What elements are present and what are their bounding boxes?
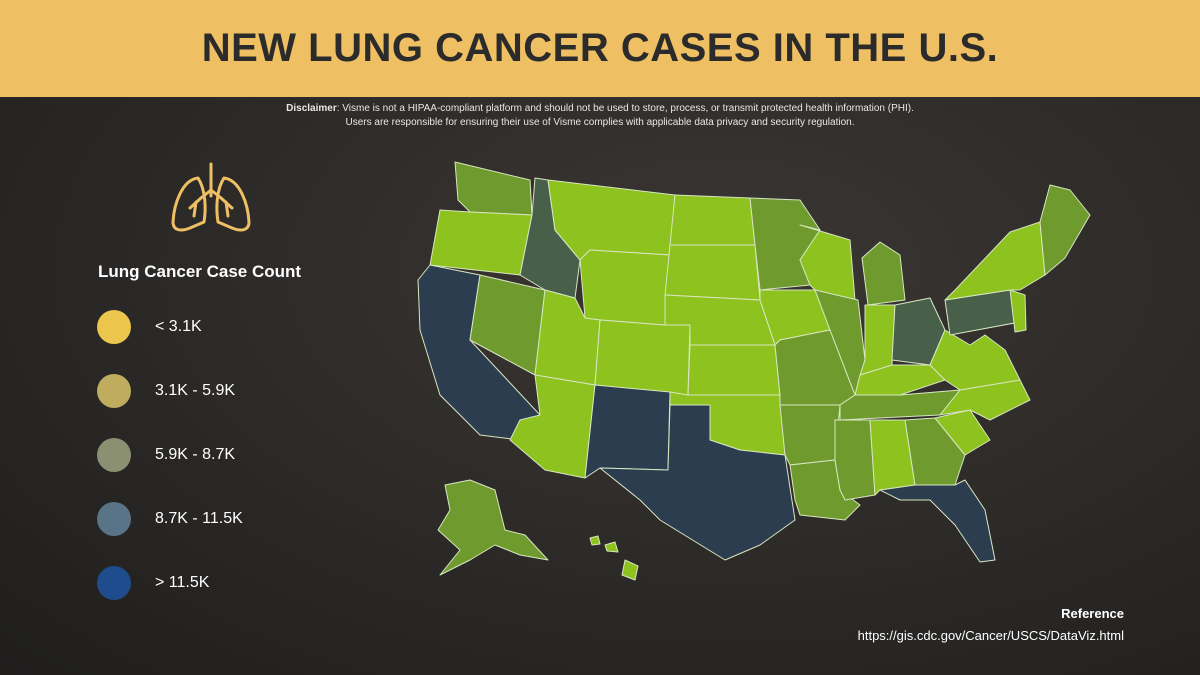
state: [779, 404, 841, 466]
state: [839, 389, 961, 421]
legend-dot: [97, 374, 131, 408]
state: [579, 249, 671, 326]
legend-dot: [97, 566, 131, 600]
state: [621, 559, 639, 581]
legend-dot: [97, 438, 131, 472]
legend-title: Lung Cancer Case Count: [98, 262, 302, 281]
state: [584, 384, 671, 479]
legend-label: 8.7K - 11.5K: [155, 510, 243, 527]
legend-swatch: [97, 566, 131, 600]
legend-item: 8.7K - 11.5K: [97, 502, 243, 536]
legend-label: > 11.5K: [155, 574, 210, 591]
state: [669, 194, 756, 246]
state: [799, 224, 856, 301]
state: [589, 535, 601, 546]
state: [929, 329, 1021, 391]
legend-item: < 3.1K: [97, 310, 202, 344]
legend-item: 3.1K - 5.9K: [97, 374, 235, 408]
disclaimer-line: Users are responsible for ensuring their…: [345, 117, 855, 128]
header: NEW LUNG CANCER CASES IN THE U.S.: [0, 0, 1200, 97]
state: [687, 344, 781, 396]
disclaimer: Disclaimer: Visme is not a HIPAA-complia…: [0, 102, 1200, 130]
state: [861, 241, 906, 306]
state: [429, 209, 533, 276]
title: NEW LUNG CANCER CASES IN THE U.S.: [201, 26, 999, 70]
state: [437, 479, 549, 576]
state: [604, 541, 619, 553]
legend-label: < 3.1K: [155, 318, 202, 335]
state: [859, 304, 896, 376]
state: [934, 409, 991, 456]
state: [664, 244, 761, 301]
legend-swatch: [97, 310, 131, 344]
reference-title: Reference: [1061, 606, 1124, 621]
state: [834, 419, 876, 501]
reference-url: https://gis.cdc.gov/Cancer/USCS/DataViz.…: [857, 628, 1124, 643]
state: [904, 417, 966, 486]
legend-dot: [97, 502, 131, 536]
state: [594, 319, 691, 396]
legend-label: 5.9K - 8.7K: [155, 446, 236, 463]
reference: Reference https://gis.cdc.gov/Cancer/USC…: [858, 603, 1124, 647]
legend-dot: [97, 310, 131, 344]
legend-swatch: [97, 374, 131, 408]
legend-swatch: [97, 438, 131, 472]
state: [599, 404, 796, 561]
state: [454, 161, 533, 216]
legend-swatch: [97, 502, 131, 536]
legend-item: 5.9K - 8.7K: [97, 438, 235, 472]
state: [509, 374, 596, 479]
state: [1009, 289, 1027, 333]
legend-label: 3.1K - 5.9K: [155, 382, 236, 399]
disclaimer-text: : Visme is not a HIPAA-compliant platfor…: [336, 103, 914, 114]
state: [1039, 184, 1091, 276]
state: [879, 479, 996, 563]
lungs-icon: [171, 162, 251, 232]
state: [944, 221, 1046, 301]
legend-item: > 11.5K: [97, 566, 209, 600]
disclaimer-label: Disclaimer: [286, 103, 337, 114]
